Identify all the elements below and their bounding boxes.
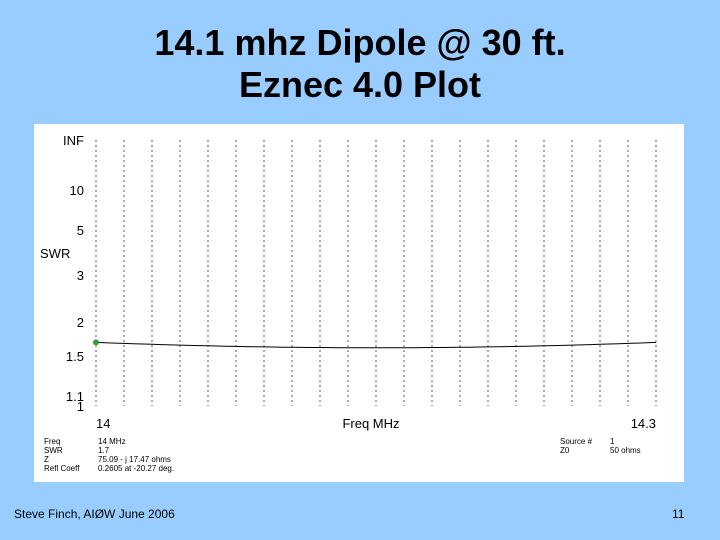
readout-value: 0.2605 at -20.27 deg. <box>98 464 174 473</box>
readout-label: Freq <box>44 437 60 446</box>
readout-value: 75.09 - j 17.47 ohms <box>98 455 171 464</box>
readout-value: 50 ohms <box>610 446 641 455</box>
title-line-1: 14.1 mhz Dipole @ 30 ft. <box>154 22 566 63</box>
readout-label: Z <box>44 455 49 464</box>
title-line-2: Eznec 4.0 Plot <box>238 64 482 105</box>
y-tick-label: 1.5 <box>66 349 84 364</box>
y-tick-label: 3 <box>77 268 84 283</box>
swr-curve <box>95 341 657 349</box>
readout-value: 14 MHz <box>98 437 126 446</box>
slide-number: 11 <box>672 507 685 521</box>
cursor-marker <box>93 339 99 346</box>
readout-label: Refl Coeff <box>44 464 80 473</box>
slide-title: 14.1 mhz Dipole @ 30 ft. Eznec 4.0 Plot <box>0 22 720 106</box>
footer-author: Steve Finch, AIØW June 2006 <box>14 507 175 521</box>
readout-label: Z0 <box>560 446 570 455</box>
x-tick-label: 14 <box>96 416 110 431</box>
readout-label: Source # <box>560 437 593 446</box>
y-tick-label: 1 <box>77 399 84 414</box>
y-tick-label: 5 <box>77 223 84 238</box>
y-axis-label: SWR <box>40 246 70 261</box>
x-tick-label: 14.3 <box>631 416 656 431</box>
x-axis-label: Freq MHz <box>342 416 399 431</box>
y-tick-label: 10 <box>70 183 84 198</box>
y-tick-label: 1.1 <box>66 389 84 404</box>
readout-value: 1.7 <box>98 446 110 455</box>
y-tick-label: INF <box>63 133 84 148</box>
readout-value: 1 <box>610 437 615 446</box>
readout-label: SWR <box>44 446 63 455</box>
y-tick-label: 2 <box>77 315 84 330</box>
swr-plot-panel: INF 10 5 3 2 1.5 1.1 1 SWR 14 14.3 Freq MHz Freq 14 M… <box>34 124 684 482</box>
